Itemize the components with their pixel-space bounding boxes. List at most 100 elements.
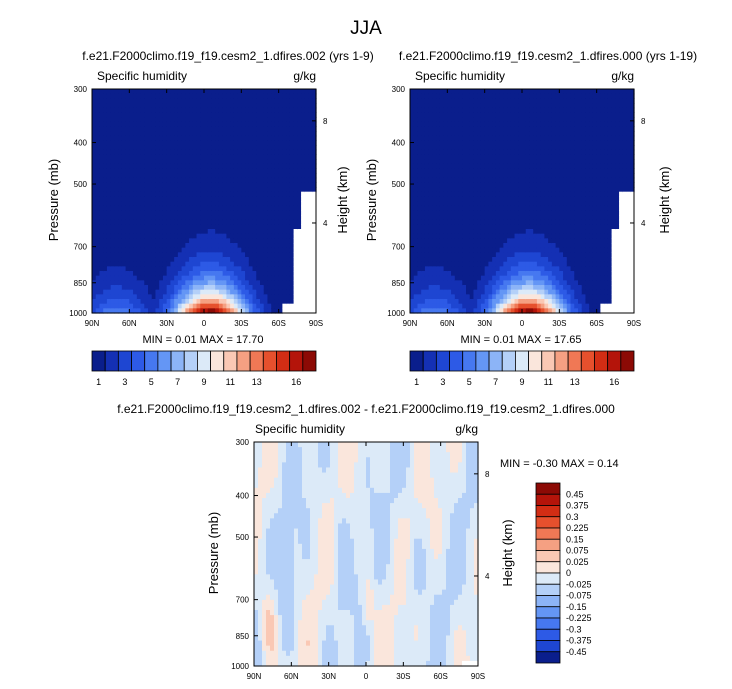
field-cell xyxy=(92,215,97,221)
field-cell xyxy=(312,135,317,141)
field-cell xyxy=(293,191,298,197)
field-cell xyxy=(245,289,250,295)
field-cell xyxy=(237,294,242,300)
field-cell xyxy=(271,201,276,207)
field-cell xyxy=(477,257,482,263)
field-cell xyxy=(410,266,415,272)
field-cell xyxy=(233,163,239,169)
field-cell xyxy=(488,219,493,225)
field-cell xyxy=(308,191,313,197)
field-cell xyxy=(151,182,157,188)
field-cell xyxy=(155,280,160,286)
field-cell xyxy=(237,126,242,132)
field-cell xyxy=(424,271,430,277)
field-cell xyxy=(170,224,175,230)
field-cell xyxy=(555,140,560,146)
field-cell xyxy=(103,215,108,221)
field-cell xyxy=(106,271,112,277)
field-cell xyxy=(121,112,127,118)
field-cell xyxy=(462,126,467,132)
field-cell xyxy=(133,98,138,104)
field-cell xyxy=(92,219,97,225)
field-cell xyxy=(293,187,298,193)
field-cell xyxy=(278,89,283,95)
field-cell xyxy=(271,285,276,291)
field-cell xyxy=(424,219,430,225)
field-cell xyxy=(282,289,287,295)
field-cell xyxy=(162,191,168,197)
field-cell xyxy=(274,117,280,123)
field-cell xyxy=(522,238,527,244)
field-cell xyxy=(218,257,224,263)
field-cell xyxy=(148,117,153,123)
field-cell xyxy=(118,238,123,244)
field-cell xyxy=(140,126,145,132)
field-cell xyxy=(263,103,269,109)
field-cell xyxy=(278,173,283,179)
field-cell xyxy=(451,163,456,169)
field-cell xyxy=(211,243,216,249)
field-cell xyxy=(271,219,276,225)
field-cell xyxy=(529,163,534,169)
field-cell xyxy=(480,285,486,291)
field-cell xyxy=(245,243,250,249)
field-cell xyxy=(177,135,183,141)
field-cell xyxy=(215,103,220,109)
field-cell xyxy=(436,159,441,165)
field-cell xyxy=(189,285,194,291)
field-cell xyxy=(454,177,460,183)
field-cell xyxy=(133,103,138,109)
field-cell xyxy=(551,224,557,230)
field-cell xyxy=(233,233,239,239)
field-cell xyxy=(215,168,220,174)
field-cell xyxy=(144,159,149,165)
field-cell xyxy=(260,233,265,239)
field-cell xyxy=(529,261,534,267)
field-cell xyxy=(297,149,302,155)
field-cell xyxy=(301,154,306,160)
field-cell xyxy=(118,121,123,127)
field-cell xyxy=(248,201,254,207)
field-cell xyxy=(110,103,115,109)
field-cell xyxy=(454,271,460,277)
field-cell xyxy=(447,98,452,104)
field-cell xyxy=(529,126,534,132)
field-cell xyxy=(514,205,519,211)
field-cell xyxy=(533,299,538,305)
field-cell xyxy=(480,121,486,127)
field-cell xyxy=(304,154,310,160)
field-cell xyxy=(451,233,456,239)
field-cell xyxy=(162,289,168,295)
field-cell xyxy=(263,117,269,123)
field-cell xyxy=(518,285,523,291)
field-cell xyxy=(480,266,486,272)
field-cell xyxy=(260,187,265,193)
field-cell xyxy=(185,252,190,258)
field-cell xyxy=(233,89,239,95)
field-cell xyxy=(215,252,220,258)
field-cell xyxy=(170,247,175,253)
field-cell xyxy=(308,117,313,123)
field-cell xyxy=(544,93,549,99)
field-cell xyxy=(92,159,97,165)
field-cell xyxy=(211,131,216,137)
field-cell xyxy=(533,229,538,235)
field-cell xyxy=(162,112,168,118)
field-cell xyxy=(92,187,97,193)
field-cell xyxy=(140,121,145,127)
field-cell xyxy=(492,215,497,221)
field-cell xyxy=(241,140,246,146)
field-cell xyxy=(548,135,553,141)
field-cell xyxy=(211,145,216,151)
field-cell xyxy=(443,187,448,193)
field-cell xyxy=(466,89,471,95)
field-cell xyxy=(424,149,430,155)
field-cell xyxy=(466,98,471,104)
field-cell xyxy=(151,289,157,295)
field-cell xyxy=(544,149,549,155)
field-cell xyxy=(410,98,415,104)
field-cell xyxy=(174,285,179,291)
field-cell xyxy=(462,243,467,249)
field-cell xyxy=(551,275,557,281)
field-cell xyxy=(92,131,97,137)
